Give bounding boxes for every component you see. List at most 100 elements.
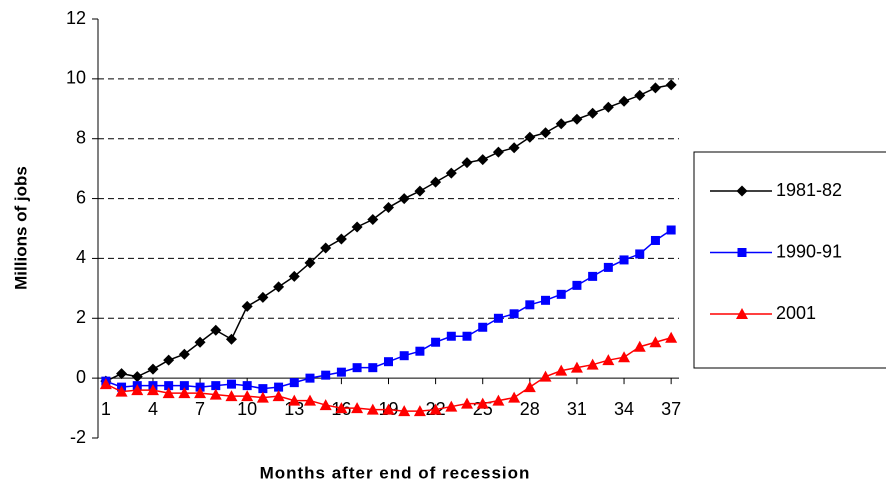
marker bbox=[147, 363, 159, 375]
marker bbox=[399, 351, 409, 361]
marker bbox=[336, 367, 346, 377]
marker bbox=[335, 402, 348, 414]
marker bbox=[618, 95, 630, 107]
marker bbox=[586, 358, 599, 370]
y-tick-label: 10 bbox=[66, 68, 86, 88]
legend-label: 1990-91 bbox=[776, 241, 842, 261]
x-tick-label: 28 bbox=[520, 399, 540, 419]
marker bbox=[194, 336, 206, 348]
marker bbox=[603, 262, 613, 272]
marker bbox=[665, 331, 678, 343]
marker bbox=[367, 214, 379, 226]
y-tick-label: 12 bbox=[66, 8, 86, 28]
marker bbox=[665, 79, 677, 91]
y-tick-label: -2 bbox=[70, 427, 86, 447]
marker bbox=[382, 403, 395, 415]
marker bbox=[115, 385, 128, 397]
marker bbox=[445, 167, 457, 179]
marker bbox=[634, 89, 646, 101]
marker bbox=[383, 202, 394, 214]
x-tick-label: 10 bbox=[237, 399, 257, 419]
marker bbox=[461, 397, 474, 409]
marker bbox=[508, 142, 520, 154]
marker bbox=[164, 381, 174, 391]
marker bbox=[446, 331, 456, 341]
marker bbox=[478, 322, 488, 332]
marker bbox=[225, 390, 238, 402]
y-tick-label: 0 bbox=[76, 367, 86, 387]
legend-label: 1981-82 bbox=[776, 180, 842, 200]
marker bbox=[492, 394, 505, 406]
marker bbox=[414, 185, 426, 197]
marker bbox=[492, 146, 504, 158]
x-tick-label: 31 bbox=[567, 399, 587, 419]
marker bbox=[476, 397, 489, 409]
marker bbox=[288, 270, 300, 282]
marker bbox=[288, 394, 301, 406]
marker bbox=[602, 101, 614, 113]
marker bbox=[273, 281, 285, 293]
legend-marker bbox=[737, 248, 747, 257]
marker bbox=[398, 405, 411, 417]
marker bbox=[619, 255, 629, 265]
marker bbox=[179, 381, 189, 391]
legend-label: 2001 bbox=[776, 303, 816, 323]
marker bbox=[257, 291, 269, 303]
marker bbox=[541, 295, 551, 305]
marker bbox=[570, 361, 583, 373]
marker bbox=[649, 82, 661, 94]
marker bbox=[242, 381, 252, 391]
marker bbox=[319, 399, 332, 411]
x-tick-label: 7 bbox=[195, 399, 205, 419]
marker bbox=[540, 127, 552, 139]
marker bbox=[194, 387, 207, 399]
x-tick-label: 34 bbox=[614, 399, 634, 419]
marker bbox=[618, 351, 631, 363]
marker bbox=[274, 382, 284, 392]
marker bbox=[587, 107, 599, 119]
marker bbox=[116, 368, 128, 380]
marker bbox=[493, 313, 503, 323]
marker bbox=[445, 400, 458, 412]
marker bbox=[304, 257, 316, 269]
marker bbox=[351, 221, 363, 233]
legend-marker bbox=[736, 308, 748, 319]
marker bbox=[366, 403, 379, 415]
y-tick-label: 4 bbox=[76, 247, 86, 267]
marker bbox=[289, 378, 299, 388]
y-tick-label: 2 bbox=[76, 307, 86, 327]
marker bbox=[556, 289, 566, 299]
marker bbox=[555, 364, 568, 376]
x-axis-title: Months after end of recession bbox=[260, 463, 531, 482]
marker bbox=[477, 154, 489, 166]
marker bbox=[335, 233, 347, 245]
marker bbox=[429, 403, 442, 415]
marker bbox=[178, 348, 190, 360]
marker bbox=[99, 378, 112, 390]
marker bbox=[650, 235, 660, 245]
marker bbox=[461, 157, 473, 169]
marker bbox=[178, 387, 191, 399]
marker bbox=[305, 373, 315, 383]
marker bbox=[602, 354, 615, 366]
marker bbox=[524, 131, 536, 143]
marker bbox=[226, 379, 236, 389]
marker bbox=[258, 384, 268, 394]
legend-box bbox=[693, 151, 886, 369]
marker bbox=[241, 300, 253, 312]
marker bbox=[131, 384, 144, 396]
marker bbox=[256, 391, 269, 403]
marker bbox=[525, 300, 535, 310]
marker bbox=[413, 405, 426, 417]
marker bbox=[666, 225, 676, 235]
marker bbox=[211, 381, 221, 391]
marker bbox=[415, 346, 425, 356]
marker bbox=[209, 388, 222, 400]
marker bbox=[225, 333, 237, 345]
x-tick-label: 37 bbox=[661, 399, 681, 419]
marker bbox=[320, 242, 332, 254]
marker bbox=[555, 118, 567, 130]
y-axis-title: Millions of jobs bbox=[11, 166, 30, 290]
series-line bbox=[105, 84, 672, 382]
